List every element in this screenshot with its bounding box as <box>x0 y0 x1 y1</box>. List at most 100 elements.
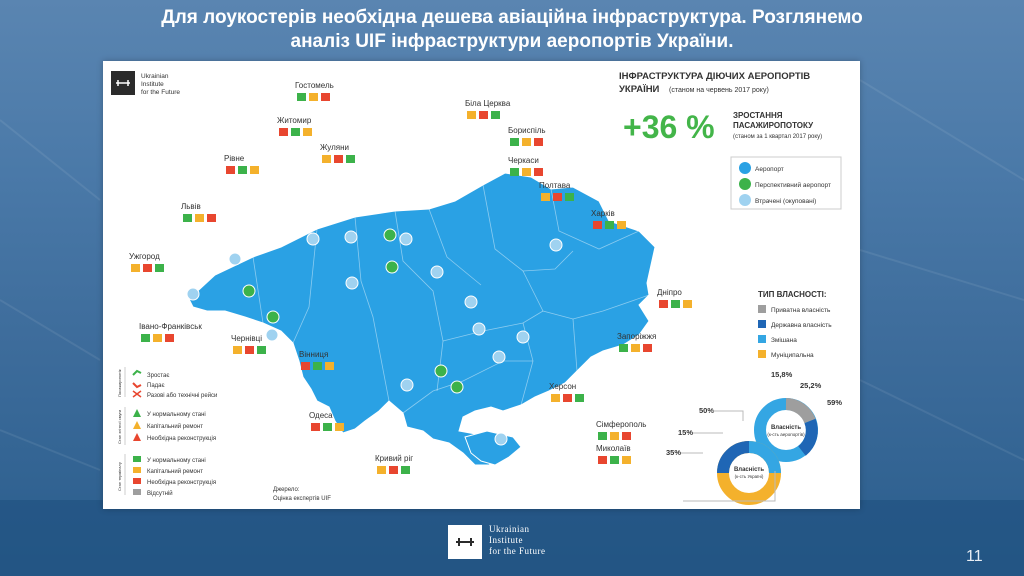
brand-line-2: Institute <box>141 81 164 88</box>
city-label: Миколаїв <box>596 444 631 453</box>
lost-airport-icon <box>739 194 751 206</box>
city-labels: Гостомель Біла Церква Житомир Бориспіль Жуля… <box>129 81 692 474</box>
slide-title: Для лоукостерів необхідна дешева авіацій… <box>60 6 964 54</box>
city-label: Полтава <box>539 181 571 190</box>
terminal-rebuild-icon <box>133 478 141 484</box>
map-heading-2: УКРАЇНИ <box>619 84 660 95</box>
footer-logo-line-1: Ukrainian <box>489 524 530 534</box>
ownership-private: Приватна власність <box>771 306 831 314</box>
prospective-airport-marker <box>266 310 280 324</box>
city-status-icon <box>683 300 692 308</box>
donut1-value-3: 59% <box>827 398 842 407</box>
airport-marker <box>400 378 414 392</box>
city-status-icon <box>510 138 519 146</box>
city-status-icon <box>671 300 680 308</box>
growth-label-2: ПАСАЖИРОПОТОКУ <box>733 121 814 130</box>
city-status-icon <box>250 166 259 174</box>
city-status-icon <box>311 423 320 431</box>
title-line-2: аналіз UIF інфраструктури аеропортів Укр… <box>290 31 734 52</box>
airport-marker <box>516 330 530 344</box>
city-status-icon <box>553 193 562 201</box>
city-status-icon <box>522 168 531 176</box>
city-status-icon <box>335 423 344 431</box>
city-label: Черкаси <box>508 156 539 165</box>
brand-logo-mark <box>116 80 130 86</box>
airport-marker <box>186 287 200 301</box>
donut2-value-2: 15% <box>678 428 693 437</box>
city-status-icon <box>491 111 500 119</box>
page-number: 11 <box>966 548 983 565</box>
terminal-repair-icon <box>133 467 141 473</box>
city-status-icon <box>323 423 332 431</box>
airport-marker <box>492 350 506 364</box>
city-status-icon <box>238 166 247 174</box>
ownership-title: ТИП ВЛАСНОСТІ: <box>758 290 827 299</box>
city-label: Житомир <box>277 116 312 125</box>
ownership-mixed: Змішана <box>771 336 797 344</box>
donut1-label1: Власність <box>771 425 801 431</box>
city-status-icon <box>479 111 488 119</box>
city-status-icon <box>467 111 476 119</box>
map-heading-1: ІНФРАСТРУКТУРА ДІЮЧИХ АЕРОПОРТІВ <box>619 71 810 82</box>
city-status-icon <box>631 344 640 352</box>
prospective-airport-marker <box>383 228 397 242</box>
city-status-icon <box>165 334 174 342</box>
city-label: Івано-Франківськ <box>139 322 202 331</box>
terminal-ok-icon <box>133 456 141 462</box>
city-status-icon <box>610 456 619 464</box>
trend-up-icon <box>132 369 142 376</box>
airport-marker <box>265 328 279 342</box>
infographic-panel: Ukrainian Institute for the Future ІНФРА… <box>103 61 860 509</box>
airport-marker <box>549 238 563 252</box>
legend-terminal-missing: Відсутній <box>147 490 173 497</box>
legend-group2-title: Стан злітної смуги <box>117 410 122 444</box>
city-label: Запоріжжя <box>617 332 656 341</box>
city-label: Дніпро <box>657 288 682 297</box>
donut2-value-3: 35% <box>666 448 681 457</box>
city-label: Чернівці <box>231 334 262 343</box>
growth-value: +36 % <box>623 109 715 145</box>
footer-logo <box>448 525 482 559</box>
runway-rebuild-icon <box>133 433 141 441</box>
ownership-swatch-private <box>758 305 766 313</box>
legend-falls: Падає <box>147 383 165 389</box>
ukraine-map <box>188 172 656 466</box>
legend-lost: Втрачені (окуповані) <box>755 197 816 205</box>
city-label: Жуляни <box>320 143 349 152</box>
donut2-label1: Власність <box>734 467 764 473</box>
legend-one-time: Разові або технічні рейси <box>147 392 217 399</box>
city-status-icon <box>141 334 150 342</box>
city-status-icon <box>313 362 322 370</box>
prospective-airport-marker <box>450 380 464 394</box>
legend-group3-title: Стан терміналу <box>117 462 122 491</box>
city-status-icon <box>301 362 310 370</box>
footer-logo-line-2: Institute <box>489 535 523 545</box>
city-status-icon <box>131 264 140 272</box>
terminal-missing-icon <box>133 489 141 495</box>
city-status-icon <box>257 346 266 354</box>
footer-logo-line-3: for the Future <box>489 546 546 556</box>
city-status-icon <box>291 128 300 136</box>
runway-repair-icon <box>133 421 141 429</box>
donut1-value-2: 25,2% <box>800 381 822 390</box>
legend-runway-ok: У нормальному стані <box>147 412 206 418</box>
legend-terminal-rebuild: Необхідна реконструкція <box>147 480 216 486</box>
legend-terminal-repair: Капітальний ремонт <box>147 468 203 475</box>
airport-marker <box>430 265 444 279</box>
city-status-icon <box>605 221 614 229</box>
city-status-icon <box>565 193 574 201</box>
city-status-icon <box>297 93 306 101</box>
donut1-value-1: 15,8% <box>771 370 793 379</box>
city-status-icon <box>534 138 543 146</box>
ownership-swatch-state <box>758 320 766 328</box>
donut2-value-1: 50% <box>699 406 714 415</box>
city-status-icon <box>245 346 254 354</box>
city-status-icon <box>598 456 607 464</box>
city-status-icon <box>325 362 334 370</box>
ownership-municipal: Муніципальна <box>771 351 814 359</box>
ownership-donut-2: Власність (к-сть Україні) <box>717 441 781 505</box>
legend-airport: Аеропорт <box>755 166 784 173</box>
infographic: Ukrainian Institute for the Future ІНФРА… <box>111 71 842 505</box>
legend-group1-title: Пасажиропотік <box>117 369 122 397</box>
airport-markers <box>186 228 563 446</box>
